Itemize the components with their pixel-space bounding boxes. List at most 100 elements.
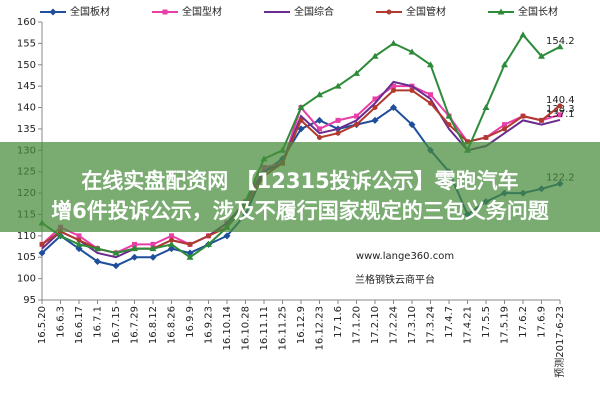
legend-label: 全国长材 [518, 5, 558, 18]
x-tick-label: 17.1.20 [352, 306, 363, 344]
point [353, 69, 360, 76]
overlay-text: 在线实盘配资网 【12315投诉公示】零跑汽车 [81, 169, 518, 193]
x-tick-label: 17.4.21 [463, 306, 474, 344]
point [168, 245, 175, 253]
x-tick-label: 17.6.9 [537, 306, 548, 338]
point [39, 241, 45, 247]
point [205, 240, 212, 247]
point [556, 43, 564, 50]
point [371, 116, 379, 124]
point [408, 48, 416, 55]
x-tick-label: 17.3.10 [407, 306, 418, 344]
point [519, 31, 527, 38]
point [297, 125, 305, 133]
overlay-band [0, 142, 600, 232]
point [391, 83, 396, 89]
point [75, 240, 83, 247]
legend-marker [49, 8, 57, 16]
x-tick-label: 16.11.25 [278, 306, 289, 351]
point [75, 245, 83, 253]
point [482, 104, 490, 111]
point [223, 232, 231, 240]
point [316, 116, 323, 124]
point [186, 253, 194, 260]
x-tick-label: 17.2.24 [389, 306, 400, 344]
point [446, 122, 452, 128]
point [186, 249, 194, 257]
point [502, 126, 507, 132]
y-tick-label: 110 [17, 231, 36, 242]
point [557, 112, 563, 118]
x-tick-label: 16.6.17 [74, 306, 85, 344]
point [483, 134, 489, 140]
point [132, 241, 137, 247]
y-tick-label: 150 [17, 60, 36, 71]
point [76, 237, 82, 243]
point [334, 82, 342, 89]
point [149, 253, 157, 261]
point [94, 258, 101, 266]
point [94, 245, 101, 252]
point [317, 126, 322, 132]
point [390, 39, 397, 46]
overlay-text: 增6件投诉公示，涉及不履行国家规定的三包义务问题 [51, 199, 550, 223]
point [169, 237, 174, 243]
legend-label: 全国管材 [406, 5, 446, 18]
x-tick-label: 16.7.29 [130, 306, 141, 344]
x-tick-label: 16.7.15 [111, 306, 122, 344]
point [112, 249, 120, 256]
legend-marker [386, 9, 392, 15]
point [168, 240, 175, 247]
y-tick-label: 100 [17, 274, 36, 285]
watermark-brand: 兰格钢铁云商平台 [355, 273, 435, 286]
point [428, 100, 433, 106]
point [408, 121, 416, 129]
x-tick-label: 预测2017-6-23 [553, 306, 566, 378]
point [149, 245, 157, 252]
x-tick-label: 16.12.9 [296, 306, 307, 344]
point [372, 105, 378, 111]
point [316, 91, 323, 98]
legend-label: 全国板材 [70, 5, 110, 18]
point [354, 113, 359, 119]
point [539, 117, 544, 123]
x-tick-label: 16.12.23 [315, 306, 326, 351]
x-tick-label: 16.5.20 [37, 306, 48, 344]
x-tick-label: 17.3.24 [426, 306, 437, 344]
end-value-label: 138.3 [546, 104, 575, 115]
point [335, 130, 341, 136]
point [502, 122, 507, 128]
point [520, 113, 526, 119]
y-tick-label: 160 [17, 17, 36, 28]
point [112, 262, 120, 270]
legend-label: 全国综合 [294, 5, 334, 18]
point [409, 87, 415, 93]
x-tick-label: 17.5.19 [500, 306, 511, 344]
x-tick-label: 16.8.12 [148, 306, 159, 344]
point [371, 52, 379, 59]
x-tick-label: 16.10.14 [222, 306, 233, 351]
point [169, 233, 174, 239]
x-tick-label: 16.9.23 [204, 306, 215, 344]
y-tick-label: 135 [17, 124, 36, 135]
point [150, 241, 156, 247]
point [391, 87, 396, 93]
point [76, 233, 82, 239]
y-tick-label: 155 [17, 38, 36, 49]
x-tick-label: 17.2.10 [370, 306, 381, 344]
point [445, 112, 453, 119]
x-tick-label: 16.7.1 [93, 306, 104, 338]
y-tick-label: 105 [17, 252, 36, 263]
point [501, 61, 508, 68]
y-tick-label: 95 [23, 295, 36, 306]
x-tick-label: 16.6.3 [56, 306, 67, 338]
x-tick-label: 17.1.6 [333, 306, 344, 338]
legend-marker [162, 9, 168, 15]
x-tick-label: 16.8.26 [167, 306, 178, 344]
end-value-label: 154.2 [546, 36, 575, 47]
x-tick-label: 17.5.5 [481, 306, 492, 338]
point [557, 103, 563, 109]
point [131, 253, 138, 261]
end-value-label: 137.1 [546, 109, 575, 120]
